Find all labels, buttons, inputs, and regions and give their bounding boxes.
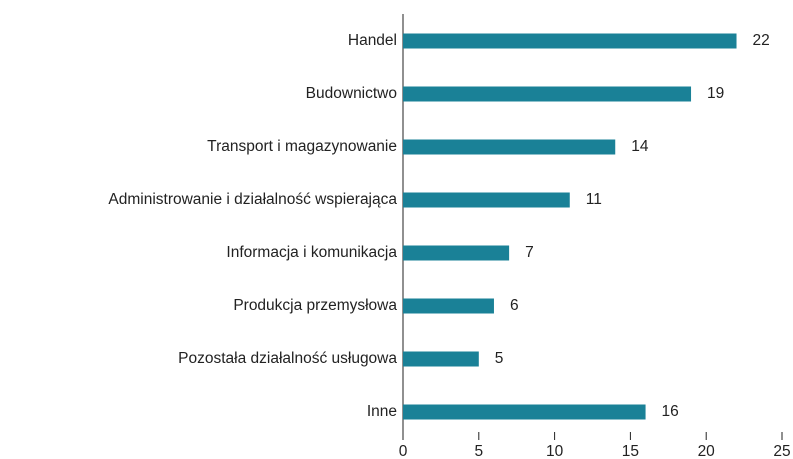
y-tick-label: Transport i magazynowanie <box>207 138 397 155</box>
y-tick-label: Informacja i komunikacja <box>226 244 397 261</box>
bar <box>403 86 692 102</box>
bar <box>403 298 494 314</box>
bar <box>403 351 479 367</box>
y-tick-label: Pozostała działalność usługowa <box>178 350 397 367</box>
bar <box>403 245 510 261</box>
x-tick-label: 20 <box>698 443 716 459</box>
y-tick-label: Produkcja przemysłowa <box>233 297 397 314</box>
bar <box>403 33 737 49</box>
y-tick-label: Inne <box>367 403 397 420</box>
data-label: 11 <box>586 191 602 208</box>
bar <box>403 192 570 208</box>
y-tick-label: Budownictwo <box>306 85 397 102</box>
x-tick-label: 10 <box>546 443 564 459</box>
data-label: 6 <box>510 297 519 314</box>
y-tick-label: Handel <box>348 32 397 49</box>
x-tick-label: 25 <box>773 443 790 459</box>
bar <box>403 139 616 155</box>
data-label: 22 <box>753 32 770 49</box>
bar <box>403 404 646 420</box>
data-label: 7 <box>525 244 534 261</box>
y-tick-label: Administrowanie i działalność wspierając… <box>108 191 397 208</box>
x-tick-label: 0 <box>399 443 408 459</box>
x-tick-label: 15 <box>622 443 639 459</box>
data-label: 14 <box>631 138 649 155</box>
data-label: 5 <box>495 350 504 367</box>
x-tick-label: 5 <box>474 443 483 459</box>
data-label: 19 <box>707 85 724 102</box>
data-label: 16 <box>662 403 679 420</box>
